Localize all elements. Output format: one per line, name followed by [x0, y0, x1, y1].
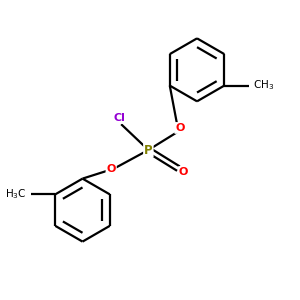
- Text: CH$_3$: CH$_3$: [253, 79, 274, 92]
- Text: O: O: [106, 164, 116, 174]
- Text: O: O: [175, 123, 184, 133]
- Text: Cl: Cl: [114, 113, 126, 123]
- Text: P: P: [144, 143, 153, 157]
- Text: H$_3$C: H$_3$C: [5, 188, 27, 201]
- Text: O: O: [179, 167, 188, 177]
